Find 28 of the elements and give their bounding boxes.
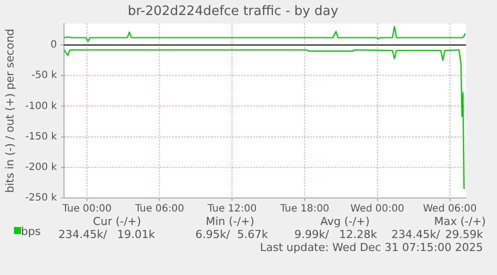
x-tick-label: Wed 06:00 xyxy=(422,204,477,215)
x-tick-label: Wed 00:00 xyxy=(350,204,404,215)
text: 6.95k/ xyxy=(195,228,230,241)
x-tick-label: Tue 00:00 xyxy=(62,204,112,215)
chart-title: br-202d224defce traffic - by day xyxy=(128,4,339,20)
y-tick-label: -200 k xyxy=(25,162,58,173)
x-tick-label: Tue 06:00 xyxy=(134,204,184,215)
text: 234.45k/ xyxy=(58,228,108,241)
y-tick-label: -150 k xyxy=(25,131,58,142)
text: Max (-/+) xyxy=(434,215,486,228)
text: Min (-/+) xyxy=(206,215,254,228)
y-tick-label: -100 k xyxy=(25,100,58,112)
text: Avg (-/+) xyxy=(320,215,370,228)
text: Last update: Wed Dec 31 07:15:00 2025 xyxy=(260,241,483,254)
text: 234.45k/ xyxy=(391,228,440,241)
y-tick-label: -250 k xyxy=(25,192,58,204)
text: 19.01k xyxy=(117,228,156,241)
text: Cur (-/+) xyxy=(92,215,142,228)
y-tick-label: 0 xyxy=(50,40,57,51)
legend-label: bps xyxy=(21,225,41,238)
y-tick-label: -50 k xyxy=(32,70,58,82)
text: 9.99k/ xyxy=(294,228,330,241)
x-tick-label: Tue 18:00 xyxy=(279,204,330,215)
text: 5.67k xyxy=(237,228,269,241)
text: 29.59k xyxy=(445,228,484,241)
text: 12.28k xyxy=(339,228,378,241)
x-tick-label: Tue 12:00 xyxy=(206,204,257,215)
y-axis-title: bits in (-) / out (+) per second xyxy=(3,28,16,193)
